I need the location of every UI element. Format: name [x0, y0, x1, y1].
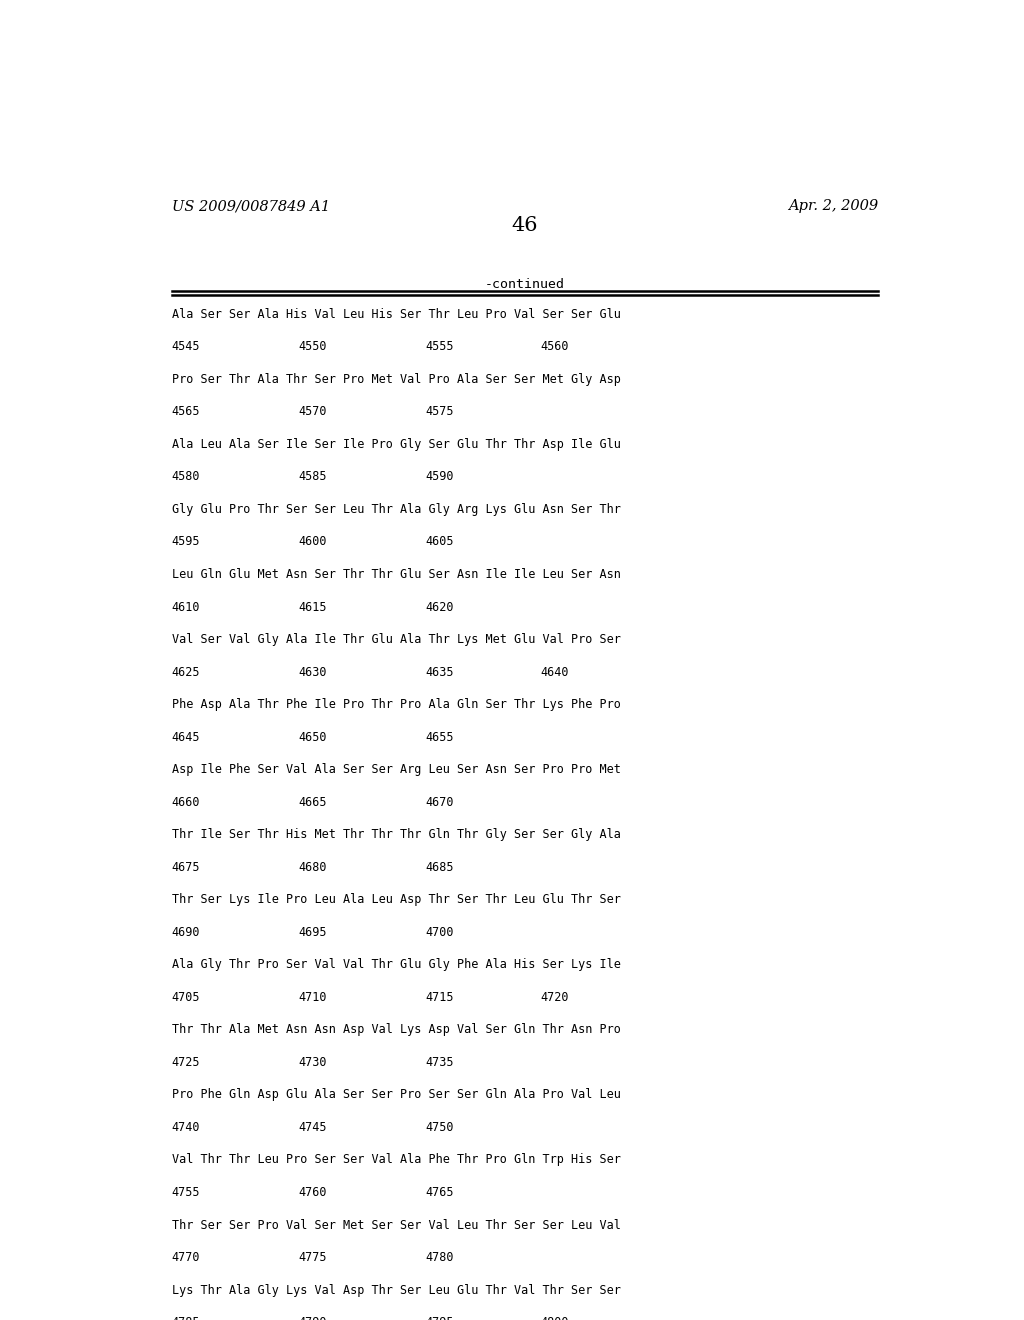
Text: Thr Ser Lys Ile Pro Leu Ala Leu Asp Thr Ser Thr Leu Glu Thr Ser: Thr Ser Lys Ile Pro Leu Ala Leu Asp Thr … [172, 894, 621, 907]
Text: 4550: 4550 [299, 341, 327, 354]
Text: 4585: 4585 [299, 470, 327, 483]
Text: 4670: 4670 [426, 796, 454, 809]
Text: 4760: 4760 [299, 1185, 327, 1199]
Text: 4755: 4755 [172, 1185, 200, 1199]
Text: 4770: 4770 [172, 1251, 200, 1265]
Text: 4605: 4605 [426, 536, 454, 549]
Text: 4545: 4545 [172, 341, 200, 354]
Text: 4655: 4655 [426, 731, 454, 743]
Text: 4660: 4660 [172, 796, 200, 809]
Text: Leu Gln Glu Met Asn Ser Thr Thr Glu Ser Asn Ile Ile Leu Ser Asn: Leu Gln Glu Met Asn Ser Thr Thr Glu Ser … [172, 568, 621, 581]
Text: 4640: 4640 [541, 665, 569, 678]
Text: 4610: 4610 [172, 601, 200, 614]
Text: Apr. 2, 2009: Apr. 2, 2009 [787, 199, 878, 213]
Text: Ala Gly Thr Pro Ser Val Val Thr Glu Gly Phe Ala His Ser Lys Ile: Ala Gly Thr Pro Ser Val Val Thr Glu Gly … [172, 958, 621, 972]
Text: 4625: 4625 [172, 665, 200, 678]
Text: 46: 46 [512, 216, 538, 235]
Text: 4645: 4645 [172, 731, 200, 743]
Text: US 2009/0087849 A1: US 2009/0087849 A1 [172, 199, 330, 213]
Text: 4575: 4575 [426, 405, 454, 418]
Text: 4685: 4685 [426, 861, 454, 874]
Text: 4580: 4580 [172, 470, 200, 483]
Text: 4700: 4700 [426, 925, 454, 939]
Text: 4665: 4665 [299, 796, 327, 809]
Text: 4780: 4780 [426, 1251, 454, 1265]
Text: 4615: 4615 [299, 601, 327, 614]
Text: 4775: 4775 [299, 1251, 327, 1265]
Text: Thr Thr Ala Met Asn Asn Asp Val Lys Asp Val Ser Gln Thr Asn Pro: Thr Thr Ala Met Asn Asn Asp Val Lys Asp … [172, 1023, 621, 1036]
Text: 4620: 4620 [426, 601, 454, 614]
Text: Val Ser Val Gly Ala Ile Thr Glu Ala Thr Lys Met Glu Val Pro Ser: Val Ser Val Gly Ala Ile Thr Glu Ala Thr … [172, 634, 621, 645]
Text: Pro Ser Thr Ala Thr Ser Pro Met Val Pro Ala Ser Ser Met Gly Asp: Pro Ser Thr Ala Thr Ser Pro Met Val Pro … [172, 372, 621, 385]
Text: Pro Phe Gln Asp Glu Ala Ser Ser Pro Ser Ser Gln Ala Pro Val Leu: Pro Phe Gln Asp Glu Ala Ser Ser Pro Ser … [172, 1089, 621, 1101]
Text: 4675: 4675 [172, 861, 200, 874]
Text: 4595: 4595 [172, 536, 200, 549]
Text: 4765: 4765 [426, 1185, 454, 1199]
Text: Thr Ser Ser Pro Val Ser Met Ser Ser Val Leu Thr Ser Ser Leu Val: Thr Ser Ser Pro Val Ser Met Ser Ser Val … [172, 1218, 621, 1232]
Text: 4565: 4565 [172, 405, 200, 418]
Text: 4680: 4680 [299, 861, 327, 874]
Text: Thr Ile Ser Thr His Met Thr Thr Thr Gln Thr Gly Ser Ser Gly Ala: Thr Ile Ser Thr His Met Thr Thr Thr Gln … [172, 828, 621, 841]
Text: 4740: 4740 [172, 1121, 200, 1134]
Text: Asp Ile Phe Ser Val Ala Ser Ser Arg Leu Ser Asn Ser Pro Pro Met: Asp Ile Phe Ser Val Ala Ser Ser Arg Leu … [172, 763, 621, 776]
Text: 4710: 4710 [299, 991, 327, 1003]
Text: 4800: 4800 [541, 1316, 569, 1320]
Text: 4790: 4790 [299, 1316, 327, 1320]
Text: 4650: 4650 [299, 731, 327, 743]
Text: 4695: 4695 [299, 925, 327, 939]
Text: 4590: 4590 [426, 470, 454, 483]
Text: 4635: 4635 [426, 665, 454, 678]
Text: Val Thr Thr Leu Pro Ser Ser Val Ala Phe Thr Pro Gln Trp His Ser: Val Thr Thr Leu Pro Ser Ser Val Ala Phe … [172, 1154, 621, 1167]
Text: 4570: 4570 [299, 405, 327, 418]
Text: Ala Leu Ala Ser Ile Ser Ile Pro Gly Ser Glu Thr Thr Asp Ile Glu: Ala Leu Ala Ser Ile Ser Ile Pro Gly Ser … [172, 438, 621, 451]
Text: 4560: 4560 [541, 341, 569, 354]
Text: 4725: 4725 [172, 1056, 200, 1069]
Text: 4630: 4630 [299, 665, 327, 678]
Text: 4735: 4735 [426, 1056, 454, 1069]
Text: 4750: 4750 [426, 1121, 454, 1134]
Text: 4690: 4690 [172, 925, 200, 939]
Text: 4600: 4600 [299, 536, 327, 549]
Text: Ala Ser Ser Ala His Val Leu His Ser Thr Leu Pro Val Ser Ser Glu: Ala Ser Ser Ala His Val Leu His Ser Thr … [172, 308, 621, 321]
Text: 4795: 4795 [426, 1316, 454, 1320]
Text: 4730: 4730 [299, 1056, 327, 1069]
Text: 4785: 4785 [172, 1316, 200, 1320]
Text: -continued: -continued [484, 279, 565, 292]
Text: Gly Glu Pro Thr Ser Ser Leu Thr Ala Gly Arg Lys Glu Asn Ser Thr: Gly Glu Pro Thr Ser Ser Leu Thr Ala Gly … [172, 503, 621, 516]
Text: Phe Asp Ala Thr Phe Ile Pro Thr Pro Ala Gln Ser Thr Lys Phe Pro: Phe Asp Ala Thr Phe Ile Pro Thr Pro Ala … [172, 698, 621, 711]
Text: 4715: 4715 [426, 991, 454, 1003]
Text: 4745: 4745 [299, 1121, 327, 1134]
Text: 4555: 4555 [426, 341, 454, 354]
Text: 4705: 4705 [172, 991, 200, 1003]
Text: 4720: 4720 [541, 991, 569, 1003]
Text: Lys Thr Ala Gly Lys Val Asp Thr Ser Leu Glu Thr Val Thr Ser Ser: Lys Thr Ala Gly Lys Val Asp Thr Ser Leu … [172, 1283, 621, 1296]
